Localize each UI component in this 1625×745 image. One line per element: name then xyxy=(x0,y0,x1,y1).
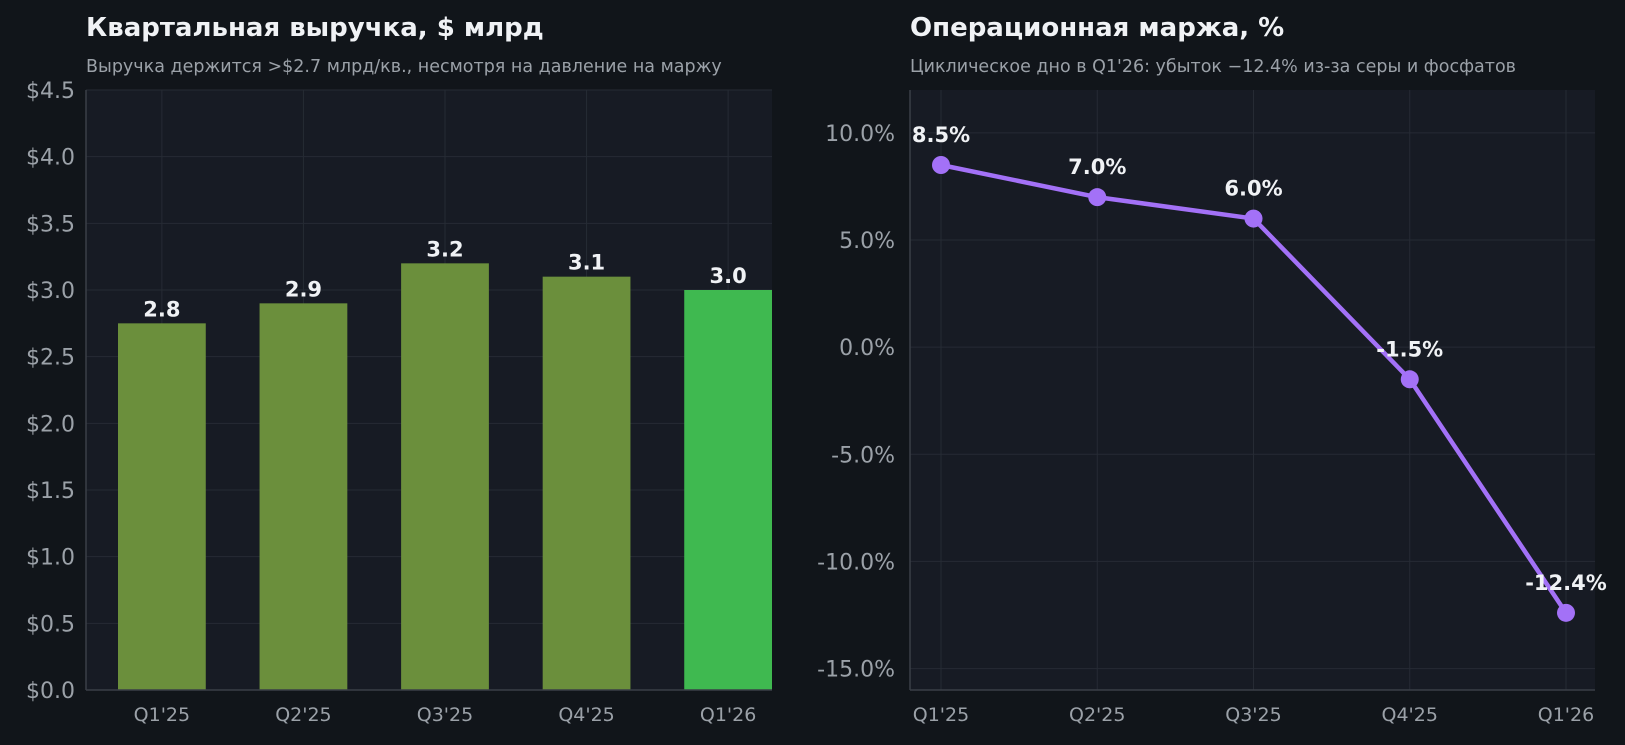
margin-data-label: -1.5% xyxy=(1376,337,1443,361)
revenue-x-tick-label: Q2'25 xyxy=(275,704,331,726)
revenue-bar xyxy=(401,263,489,690)
revenue-data-label: 3.2 xyxy=(426,237,463,261)
margin-x-tick-label: Q3'25 xyxy=(1225,704,1281,726)
revenue-data-label: 3.0 xyxy=(710,264,747,288)
revenue-data-label: 2.8 xyxy=(143,297,180,321)
revenue-y-tick-label: $2.5 xyxy=(26,346,75,371)
margin-x-tick-label: Q2'25 xyxy=(1069,704,1125,726)
margin-data-point xyxy=(1400,370,1419,389)
margin-y-tick-label: -5.0% xyxy=(831,443,895,468)
margin-y-tick-label: 0.0% xyxy=(839,336,895,361)
revenue-chart-subtitle: Выручка держится >$2.7 млрд/кв., несмотр… xyxy=(86,57,722,77)
revenue-bar xyxy=(259,303,348,690)
margin-y-tick-label: -15.0% xyxy=(817,658,895,683)
margin-data-point xyxy=(932,156,950,174)
revenue-x-tick-label: Q1'26 xyxy=(700,704,756,726)
revenue-y-tick-label: $0.5 xyxy=(26,612,75,637)
revenue-y-tick-label: $4.5 xyxy=(26,79,75,104)
margin-data-label: 7.0% xyxy=(1068,155,1126,179)
revenue-x-tick-label: Q3'25 xyxy=(417,704,473,726)
revenue-bar-chart: Квартальная выручка, $ млрд Выручка держ… xyxy=(26,13,772,726)
revenue-bar xyxy=(684,290,772,690)
revenue-data-label: 2.9 xyxy=(285,277,322,301)
margin-x-tick-label: Q4'25 xyxy=(1382,704,1438,726)
revenue-x-tick-label: Q1'25 xyxy=(134,704,190,726)
revenue-x-tick-label: Q4'25 xyxy=(558,704,614,726)
margin-data-point xyxy=(1244,209,1263,228)
revenue-y-tick-label: $1.0 xyxy=(26,546,75,571)
revenue-y-tick-label: $0.0 xyxy=(26,679,75,704)
margin-data-label: 8.5% xyxy=(912,123,970,147)
margin-data-point xyxy=(1557,603,1575,622)
revenue-y-tick-label: $1.5 xyxy=(26,479,75,504)
revenue-y-tick-label: $3.0 xyxy=(26,279,75,304)
revenue-bar xyxy=(542,276,631,690)
revenue-data-label: 3.1 xyxy=(568,251,605,275)
revenue-bar xyxy=(118,323,206,690)
margin-y-tick-label: -10.0% xyxy=(817,550,895,575)
revenue-y-tick-label: $4.0 xyxy=(26,146,75,171)
margin-line-chart: Операционная маржа, % Циклическое дно в … xyxy=(817,13,1607,726)
margin-x-tick-label: Q1'25 xyxy=(913,704,969,726)
margin-data-label: 6.0% xyxy=(1224,177,1282,201)
revenue-y-tick-label: $2.0 xyxy=(26,412,75,437)
margin-y-tick-label: 10.0% xyxy=(825,122,895,147)
margin-chart-title: Операционная маржа, % xyxy=(910,13,1284,43)
revenue-chart-title: Квартальная выручка, $ млрд xyxy=(86,13,544,43)
margin-x-tick-label: Q1'26 xyxy=(1538,704,1594,726)
margin-plot-area xyxy=(910,90,1595,690)
margin-chart-subtitle: Циклическое дно в Q1'26: убыток −12.4% и… xyxy=(910,57,1516,77)
margin-data-point xyxy=(1088,188,1107,207)
margin-y-tick-label: 5.0% xyxy=(839,229,895,254)
margin-data-label: -12.4% xyxy=(1525,571,1607,595)
revenue-y-tick-label: $3.5 xyxy=(26,212,75,237)
